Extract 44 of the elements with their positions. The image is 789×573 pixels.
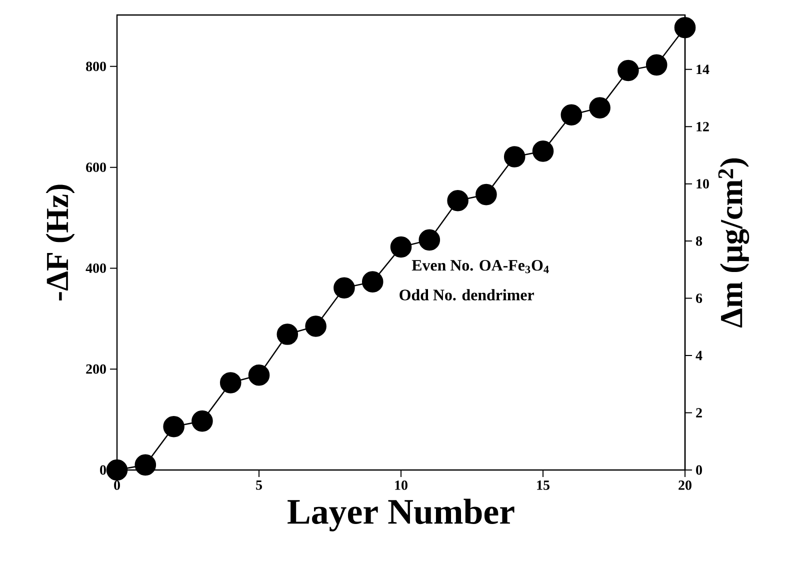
point bbox=[248, 364, 270, 386]
y2-tick-label: 0 bbox=[696, 465, 702, 475]
point bbox=[560, 104, 582, 126]
point bbox=[532, 140, 554, 162]
annotation: Even No. OA-Fe$_{3}$O$_{4}$ bbox=[412, 260, 549, 274]
x-tick-label: 0 bbox=[114, 480, 120, 490]
point bbox=[476, 184, 497, 206]
y2-tick-label: 14 bbox=[696, 64, 710, 74]
y-axis-title: -ΔF (Hz) bbox=[46, 184, 75, 300]
point bbox=[334, 277, 355, 299]
point bbox=[390, 236, 412, 258]
y-tick-label: 0 bbox=[100, 465, 106, 475]
point bbox=[276, 324, 298, 345]
y2-axis-title: Δm (μg/cm$^{2}$) bbox=[718, 158, 750, 328]
point bbox=[362, 271, 384, 292]
x-axis-title: Layer Number bbox=[288, 498, 514, 532]
y-tick-label: 400 bbox=[86, 263, 106, 273]
y2-tick-label: 12 bbox=[696, 122, 709, 132]
x-tick-label: 15 bbox=[537, 480, 550, 490]
x-tick-label: 10 bbox=[395, 480, 408, 490]
y-tick-label: 200 bbox=[86, 364, 106, 374]
y-tick-label: 800 bbox=[86, 62, 106, 72]
point bbox=[674, 16, 696, 38]
x-tick-label: 5 bbox=[256, 480, 262, 490]
x-tick-label: 20 bbox=[678, 480, 692, 490]
annotation: Odd No. dendrimer bbox=[400, 289, 534, 300]
point bbox=[134, 454, 156, 476]
point bbox=[106, 459, 128, 481]
point bbox=[618, 60, 639, 82]
y2-tick-label: 10 bbox=[696, 179, 709, 189]
point bbox=[220, 372, 242, 394]
point bbox=[646, 54, 668, 76]
point bbox=[504, 146, 526, 168]
point bbox=[447, 190, 468, 212]
point bbox=[163, 416, 184, 438]
y-tick-label: 600 bbox=[86, 162, 106, 172]
y2-tick-label: 8 bbox=[696, 236, 702, 246]
point bbox=[192, 410, 213, 432]
point bbox=[418, 229, 440, 251]
y2-tick-label: 4 bbox=[696, 350, 702, 360]
point bbox=[305, 316, 326, 337]
point bbox=[589, 97, 610, 118]
y2-tick-label: 6 bbox=[696, 294, 702, 303]
y2-tick-label: 2 bbox=[696, 408, 702, 418]
